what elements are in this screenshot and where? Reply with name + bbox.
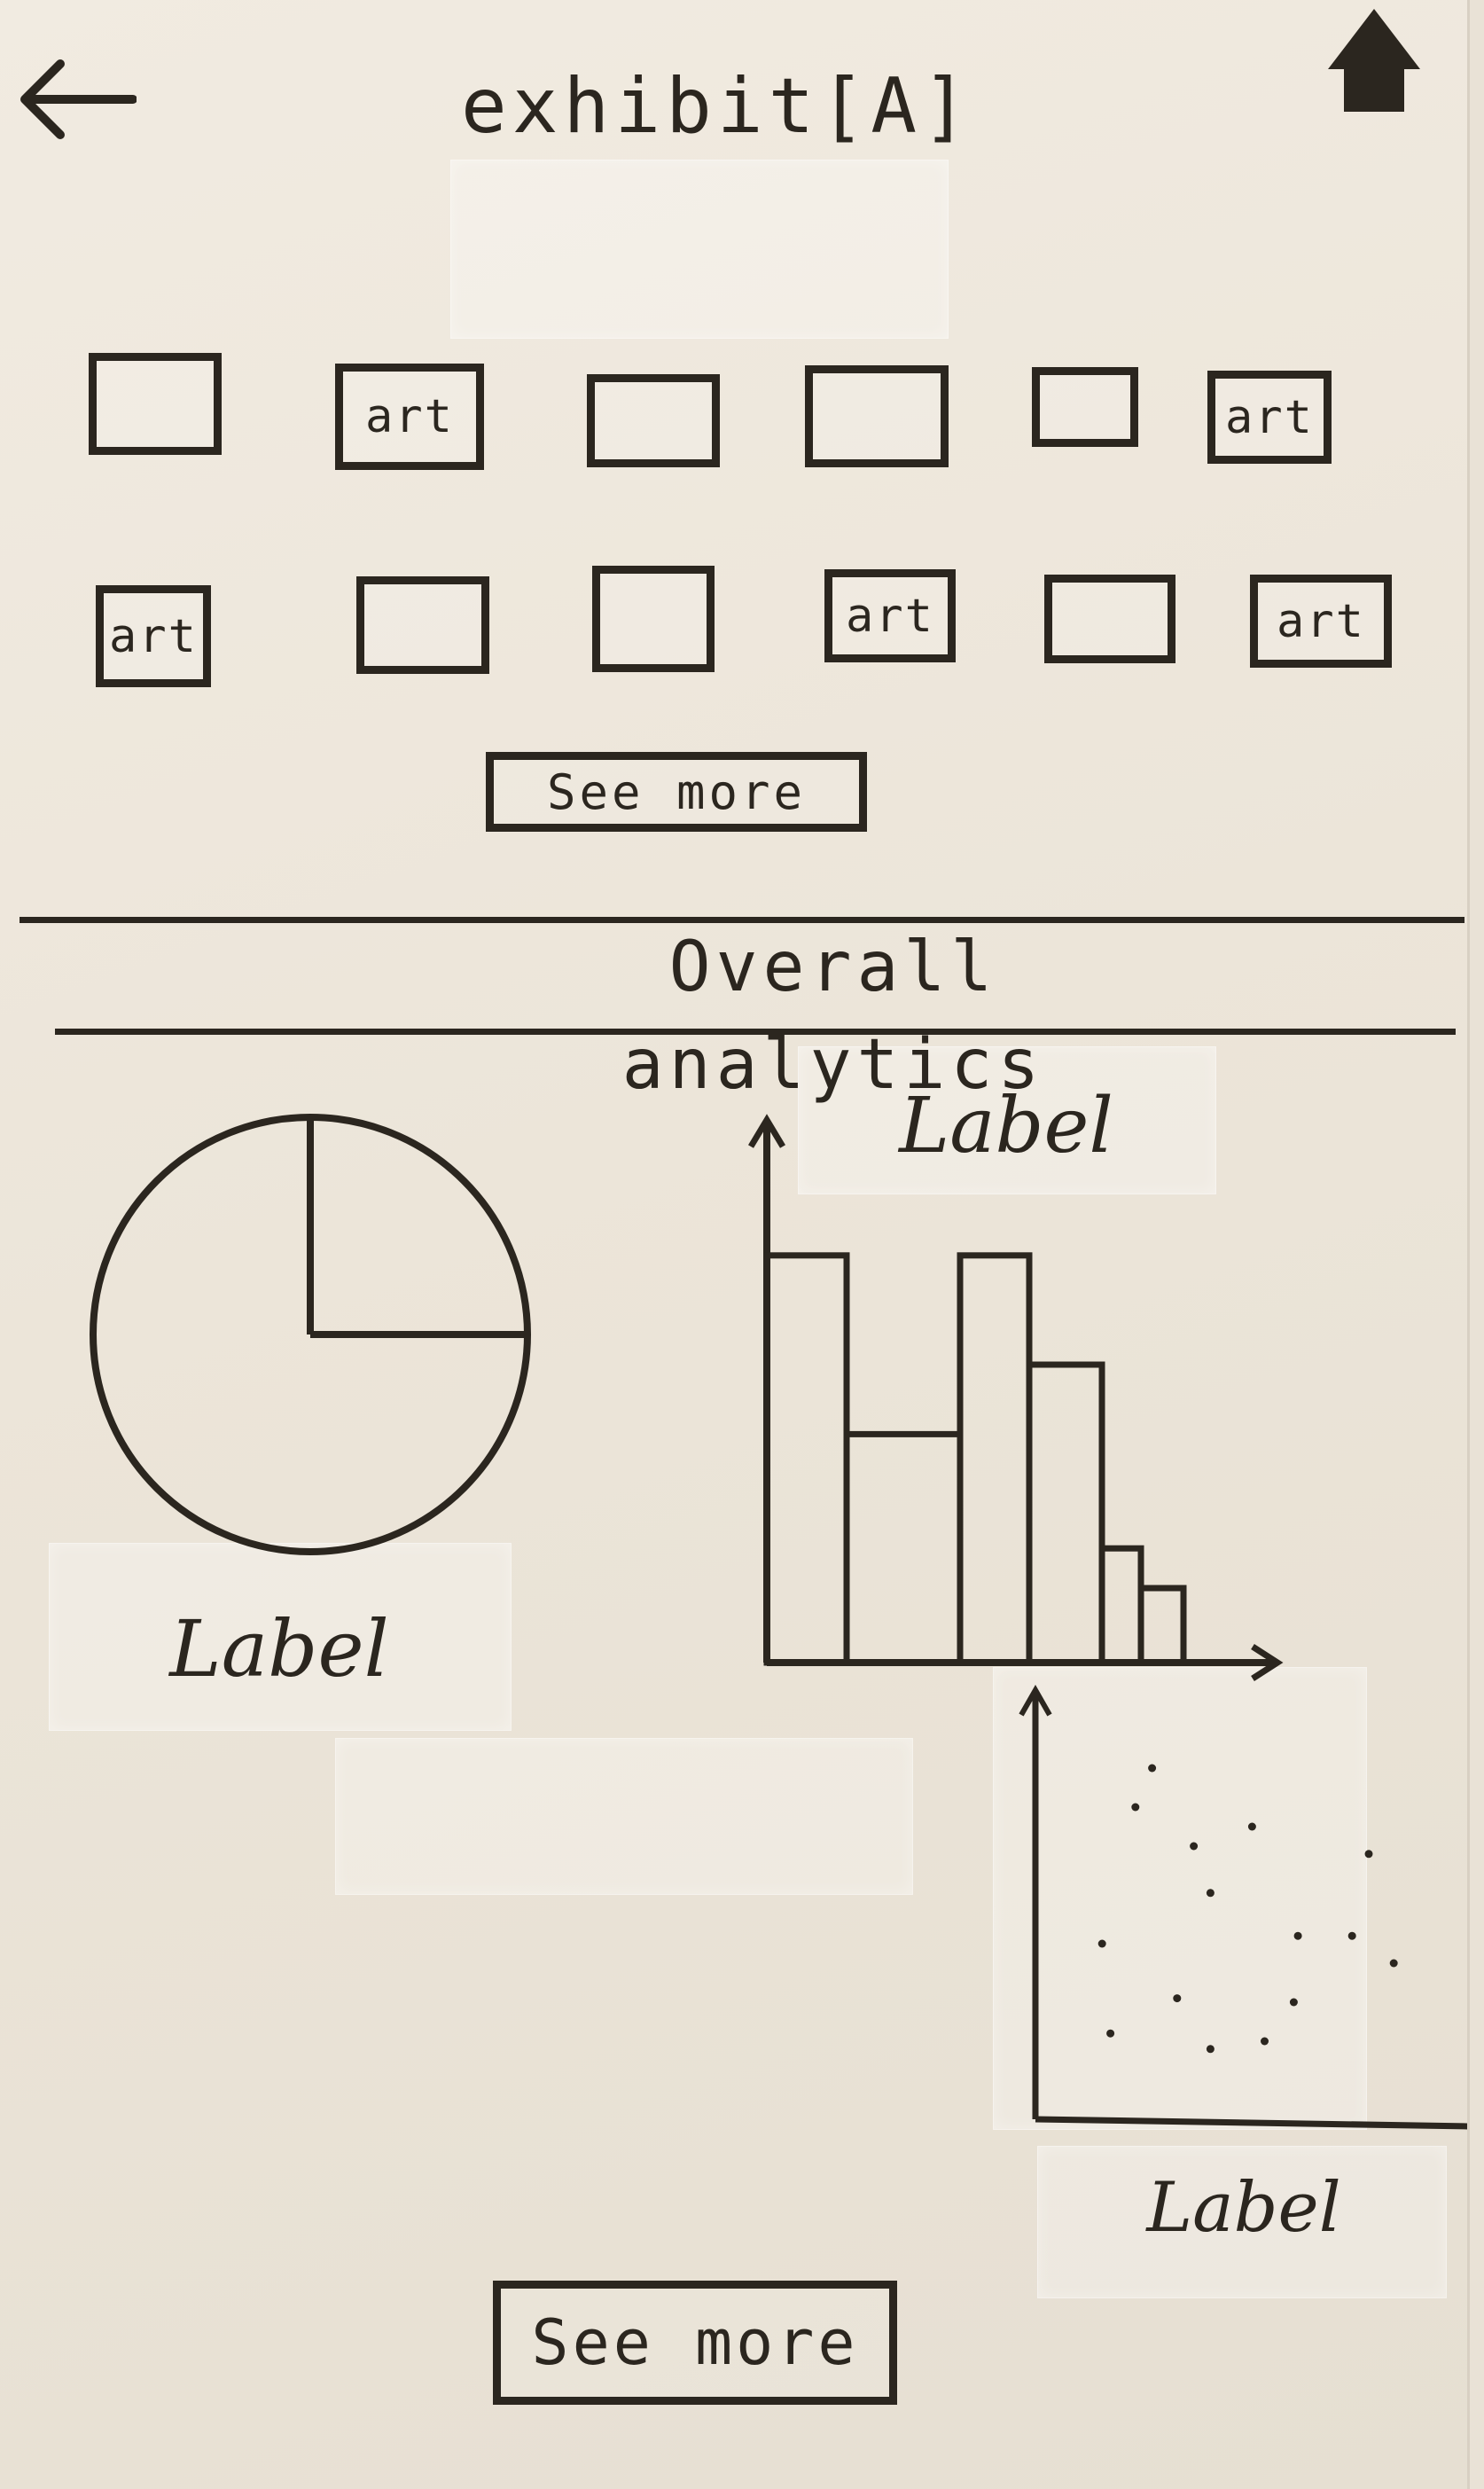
art-thumbnail[interactable] <box>587 374 720 467</box>
tape-strip <box>1037 2146 1447 2298</box>
bar <box>843 1430 964 1666</box>
pie-chart-label: Label <box>169 1603 389 1695</box>
tape-strip <box>450 160 949 339</box>
see-more-button[interactable]: See more <box>486 752 867 832</box>
divider <box>20 917 1464 923</box>
scatter-x-axis <box>1035 2116 1467 2130</box>
tape-strip <box>49 1543 512 1731</box>
art-thumbnail-label: art <box>109 609 198 663</box>
tape-strip <box>335 1738 913 1895</box>
scatter-point <box>1106 2029 1115 2038</box>
art-thumbnail[interactable] <box>592 566 715 672</box>
scatter-point <box>1097 1939 1106 1948</box>
home-button[interactable] <box>1321 0 1427 120</box>
art-thumbnail[interactable]: art <box>335 364 484 470</box>
page-title: exhibit[A] <box>461 62 973 151</box>
art-thumbnail[interactable]: art <box>1207 371 1332 464</box>
scatter-point <box>1173 1994 1182 2003</box>
pie-slice <box>245 1398 246 1400</box>
art-thumbnail-label: art <box>1277 594 1365 648</box>
see-more-button[interactable]: See more <box>493 2281 897 2405</box>
y-axis-arrow <box>747 1114 786 1148</box>
tape-strip <box>993 1667 1367 2130</box>
art-thumbnail[interactable]: art <box>96 585 211 687</box>
bar-chart <box>747 1114 1284 1681</box>
scatter-y-axis-arrow <box>1019 1684 1052 1717</box>
scatter-point <box>1131 1803 1140 1812</box>
art-grid: art art art art art <box>0 337 1467 709</box>
scatter-point <box>1247 1822 1256 1831</box>
section-title: Overall analytics <box>621 928 1045 1105</box>
art-thumbnail-label: art <box>365 390 454 443</box>
bar <box>957 1252 1033 1666</box>
art-thumbnail[interactable]: art <box>1250 575 1392 668</box>
art-thumbnail[interactable] <box>1032 367 1138 447</box>
x-axis-arrow <box>1251 1644 1284 1681</box>
art-thumbnail[interactable] <box>356 576 489 674</box>
scatter-point <box>1261 2037 1269 2046</box>
tape-strip <box>798 1046 1216 1194</box>
bar-chart-label: Label <box>899 1082 1113 1170</box>
arrow-left-icon <box>20 59 137 139</box>
bar <box>1098 1545 1144 1666</box>
pie-slice <box>374 1269 376 1271</box>
art-thumbnail-label: art <box>846 589 934 643</box>
art-thumbnail[interactable] <box>805 365 949 467</box>
scatter-point <box>1206 1889 1215 1898</box>
scatter-point <box>1206 2045 1215 2054</box>
bar <box>763 1252 850 1666</box>
bar <box>1137 1585 1187 1666</box>
scatter-point <box>1364 1850 1373 1859</box>
art-thumbnail[interactable] <box>1044 575 1175 663</box>
scatter-chart-label: Label <box>1146 2168 1341 2248</box>
scatter-point <box>1190 1842 1199 1851</box>
divider <box>55 1029 1456 1035</box>
bar <box>1026 1361 1105 1666</box>
back-button[interactable] <box>16 51 137 149</box>
art-thumbnail[interactable] <box>89 353 222 455</box>
scatter-point <box>1389 1959 1398 1968</box>
art-thumbnail[interactable]: art <box>824 569 956 662</box>
scatter-point <box>1293 1931 1302 1940</box>
pie-chart <box>90 1114 531 1555</box>
home-icon <box>1328 9 1420 112</box>
scatter-point <box>1289 1998 1298 2007</box>
art-thumbnail-label: art <box>1225 390 1314 444</box>
scatter-point <box>1148 1764 1157 1773</box>
scatter-chart <box>1019 1684 1467 2130</box>
scatter-point <box>1347 1931 1356 1940</box>
